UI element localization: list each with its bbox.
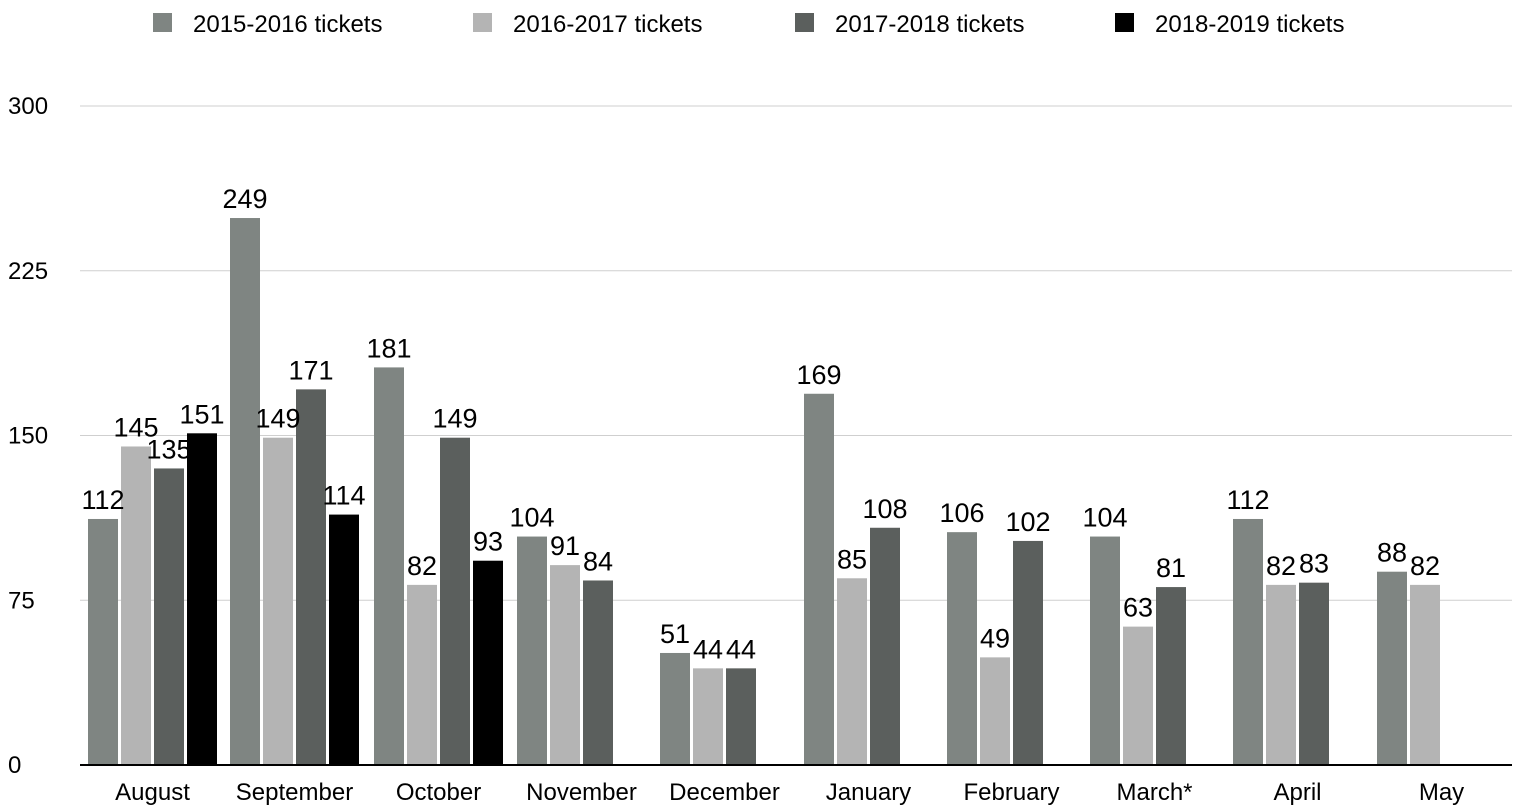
data-label-april-2017-2018-tickets: 83 bbox=[1299, 549, 1329, 579]
bar-august-2015-2016-tickets bbox=[88, 518, 118, 765]
data-label-september-2015-2016-tickets: 249 bbox=[222, 184, 267, 214]
bar-september-2017-2018-tickets bbox=[296, 389, 326, 765]
x-tick-label-november: November bbox=[526, 779, 637, 806]
bar-september-2015-2016-tickets bbox=[230, 218, 260, 765]
data-label-august-2017-2018-tickets: 135 bbox=[146, 434, 191, 464]
data-label-august-2016-2017-tickets: 145 bbox=[113, 412, 158, 442]
bar-february-2015-2016-tickets bbox=[947, 532, 977, 765]
data-label-october-2017-2018-tickets: 149 bbox=[432, 404, 477, 434]
bar-august-2017-2018-tickets bbox=[154, 468, 184, 765]
legend-label-2015-2016-tickets: 2015-2016 tickets bbox=[193, 11, 382, 38]
bar-august-2016-2017-tickets bbox=[121, 446, 151, 765]
data-label-february-2016-2017-tickets: 49 bbox=[980, 623, 1010, 653]
data-label-october-2015-2016-tickets: 181 bbox=[366, 333, 411, 363]
bar-april-2015-2016-tickets bbox=[1233, 518, 1263, 765]
y-tick-label-75: 75 bbox=[8, 587, 35, 614]
bar-april-2016-2017-tickets bbox=[1266, 584, 1296, 765]
x-tick-label-march: March* bbox=[1116, 779, 1192, 806]
x-tick-label-february: February bbox=[963, 779, 1059, 806]
data-label-january-2015-2016-tickets: 169 bbox=[796, 360, 841, 390]
data-label-october-2018-2019-tickets: 93 bbox=[473, 527, 503, 557]
y-tick-label-225: 225 bbox=[8, 258, 48, 285]
data-label-january-2017-2018-tickets: 108 bbox=[862, 494, 907, 524]
bar-august-2018-2019-tickets bbox=[187, 433, 217, 765]
bar-february-2016-2017-tickets bbox=[980, 657, 1010, 765]
bar-march-2016-2017-tickets bbox=[1123, 626, 1153, 765]
legend-swatch-2017-2018-tickets bbox=[795, 13, 814, 32]
bar-may-2016-2017-tickets bbox=[1410, 584, 1440, 765]
legend-label-2016-2017-tickets: 2016-2017 tickets bbox=[513, 11, 702, 38]
data-label-december-2015-2016-tickets: 51 bbox=[660, 619, 690, 649]
data-label-april-2015-2016-tickets: 112 bbox=[1226, 485, 1269, 515]
bar-november-2015-2016-tickets bbox=[517, 536, 547, 765]
bar-february-2017-2018-tickets bbox=[1013, 540, 1043, 765]
data-label-august-2015-2016-tickets: 112 bbox=[81, 485, 124, 515]
y-axis: 0 75 150 225 300 bbox=[8, 93, 48, 779]
bar-october-2018-2019-tickets bbox=[473, 560, 503, 765]
bar-january-2016-2017-tickets bbox=[837, 578, 867, 765]
data-labels: 1121451351512491491711141818214993104918… bbox=[81, 184, 1440, 664]
x-tick-label-april: April bbox=[1273, 779, 1321, 806]
bar-may-2015-2016-tickets bbox=[1377, 571, 1407, 765]
data-label-may-2015-2016-tickets: 88 bbox=[1377, 538, 1407, 568]
data-label-april-2016-2017-tickets: 82 bbox=[1266, 551, 1296, 581]
legend-swatch-2016-2017-tickets bbox=[473, 13, 492, 32]
bar-april-2017-2018-tickets bbox=[1299, 582, 1329, 765]
bar-december-2016-2017-tickets bbox=[693, 668, 723, 765]
data-label-december-2016-2017-tickets: 44 bbox=[693, 634, 723, 664]
x-tick-label-december: December bbox=[669, 779, 780, 806]
data-label-january-2016-2017-tickets: 85 bbox=[837, 544, 867, 574]
bar-november-2016-2017-tickets bbox=[550, 565, 580, 765]
bar-october-2017-2018-tickets bbox=[440, 437, 470, 765]
data-label-october-2016-2017-tickets: 82 bbox=[407, 551, 437, 581]
data-label-november-2017-2018-tickets: 84 bbox=[583, 546, 613, 576]
y-tick-label-0: 0 bbox=[8, 752, 21, 779]
data-label-march-2016-2017-tickets: 63 bbox=[1123, 593, 1153, 623]
legend-label-2018-2019-tickets: 2018-2019 tickets bbox=[1155, 11, 1344, 38]
legend-swatch-2018-2019-tickets bbox=[1115, 13, 1134, 32]
bar-september-2018-2019-tickets bbox=[329, 514, 359, 765]
x-axis: August September October November December Ja… bbox=[80, 764, 1512, 806]
bar-january-2017-2018-tickets bbox=[870, 527, 900, 765]
x-tick-label-august: August bbox=[115, 779, 190, 806]
x-tick-label-october: October bbox=[396, 779, 481, 806]
x-tick-label-september: September bbox=[236, 779, 353, 806]
bar-september-2016-2017-tickets bbox=[263, 437, 293, 765]
data-label-november-2015-2016-tickets: 104 bbox=[509, 503, 554, 533]
data-label-march-2017-2018-tickets: 81 bbox=[1156, 553, 1186, 583]
bar-october-2016-2017-tickets bbox=[407, 584, 437, 765]
data-label-august-2018-2019-tickets: 151 bbox=[179, 399, 224, 429]
bar-march-2015-2016-tickets bbox=[1090, 536, 1120, 765]
bar-december-2017-2018-tickets bbox=[726, 668, 756, 765]
data-label-november-2016-2017-tickets: 91 bbox=[550, 531, 580, 561]
data-label-september-2018-2019-tickets: 114 bbox=[322, 481, 365, 511]
data-label-september-2016-2017-tickets: 149 bbox=[255, 404, 300, 434]
y-tick-label-150: 150 bbox=[8, 423, 48, 450]
x-tick-label-january: January bbox=[826, 779, 911, 806]
data-label-march-2015-2016-tickets: 104 bbox=[1082, 503, 1127, 533]
data-label-september-2017-2018-tickets: 171 bbox=[288, 355, 333, 385]
data-label-may-2016-2017-tickets: 82 bbox=[1410, 551, 1440, 581]
legend-swatch-2015-2016-tickets bbox=[153, 13, 172, 32]
data-label-february-2015-2016-tickets: 106 bbox=[939, 498, 984, 528]
bars bbox=[88, 218, 1440, 765]
bar-november-2017-2018-tickets bbox=[583, 580, 613, 765]
bar-march-2017-2018-tickets bbox=[1156, 587, 1186, 765]
legend: 2015-2016 tickets 2016-2017 tickets 2017-2… bbox=[153, 11, 1344, 38]
legend-label-2017-2018-tickets: 2017-2018 tickets bbox=[835, 11, 1024, 38]
y-tick-label-300: 300 bbox=[8, 93, 48, 120]
bar-december-2015-2016-tickets bbox=[660, 652, 690, 765]
x-tick-label-may: May bbox=[1419, 779, 1464, 806]
gridlines bbox=[80, 105, 1512, 601]
data-label-february-2017-2018-tickets: 102 bbox=[1005, 507, 1050, 537]
bar-october-2015-2016-tickets bbox=[374, 367, 404, 765]
data-label-december-2017-2018-tickets: 44 bbox=[726, 634, 756, 664]
bar-january-2015-2016-tickets bbox=[804, 393, 834, 765]
